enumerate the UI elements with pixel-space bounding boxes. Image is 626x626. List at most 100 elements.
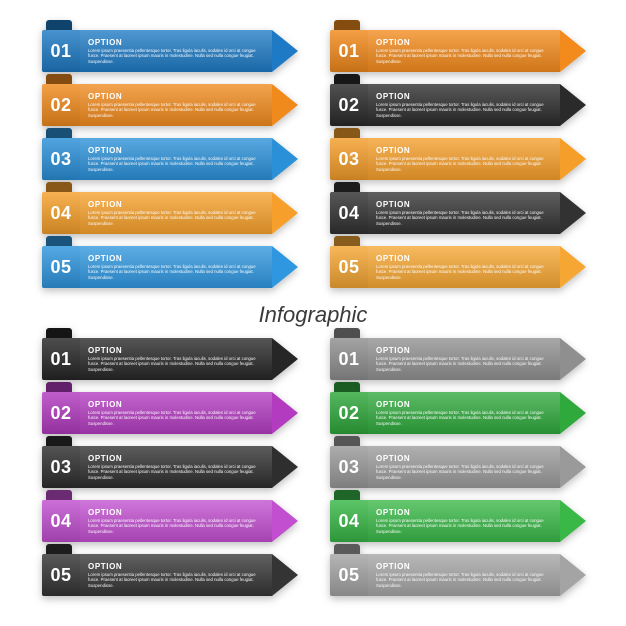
banner-tab [46,182,72,192]
option-banner: 05 OPTIONLorem ipsum praesentia pellentes… [330,246,590,288]
arrow-head-icon [560,84,586,126]
banner-strip: 03OPTIONLorem ipsum praesentia pellentes… [330,138,560,180]
banner-content: OPTIONLorem ipsum praesentia pellentesqu… [80,30,272,72]
option-description: Lorem ipsum praesentia pellentesque tort… [376,464,554,479]
banner-content: OPTIONLorem ipsum praesentia pellentesqu… [80,84,272,126]
option-banner: 02OPTIONLorem ipsum praesentia pellentes… [42,392,302,434]
option-title: OPTION [376,147,554,155]
center-title: Infographic [259,302,368,328]
option-number: 04 [42,192,80,234]
option-title: OPTION [376,39,554,47]
banner-content: OPTIONLorem ipsum praesentia pellentesqu… [80,392,272,434]
option-number: 02 [330,84,368,126]
banner-content: OPTIONLorem ipsum praesentia pellentesqu… [80,554,272,596]
banner-strip: 01OPTIONLorem ipsum praesentia pellentes… [330,338,560,380]
banner-tab [46,20,72,30]
option-description: Lorem ipsum praesentia pellentesque tort… [88,464,266,479]
arrow-head-icon [560,338,586,380]
banner-strip: 01OPTIONLorem ipsum praesentia pellentes… [330,30,560,72]
option-banner: 01 OPTIONLorem ipsum praesentia pellentes… [42,338,302,380]
option-banner: 04OPTIONLorem ipsum praesentia pellentes… [42,192,302,234]
option-banner: 04OPTIONLorem ipsum praesentia pellentes… [330,500,590,542]
banner-content: OPTIONLorem ipsum praesentia pellentesqu… [368,192,560,234]
option-number: 05 [330,246,368,288]
option-title: OPTION [88,455,266,463]
option-banner: 04OPTIONLorem ipsum praesentia pellentes… [42,500,302,542]
banner-strip: 05 OPTIONLorem ipsum praesentia pellentes… [330,246,560,288]
option-number: 02 [42,84,80,126]
option-banner: 05OPTIONLorem ipsum praesentia pellentes… [330,554,590,596]
arrow-head-icon [272,84,298,126]
option-title: OPTION [88,93,266,101]
option-description: Lorem ipsum praesentia pellentesque tort… [376,410,554,425]
banner-strip: 02OPTIONLorem ipsum praesentia pellentes… [42,84,272,126]
banner-content: OPTIONLorem ipsum praesentia pellentesqu… [80,500,272,542]
banner-tab [46,74,72,84]
banner-tab [334,544,360,554]
option-title: OPTION [376,563,554,571]
option-number: 04 [330,192,368,234]
banner-content: OPTIONLorem ipsum praesentia pellentesqu… [80,138,272,180]
banner-strip: 03OPTIONLorem ipsum praesentia pellentes… [42,138,272,180]
option-title: OPTION [376,201,554,209]
option-title: OPTION [88,401,266,409]
option-description: Lorem ipsum praesentia pellentesque tort… [376,210,554,225]
option-banner: 03OPTIONLorem ipsum praesentia pellentes… [330,446,590,488]
banner-content: OPTIONLorem ipsum praesentia pellentesqu… [368,84,560,126]
option-banner: 02OPTIONLorem ipsum praesentia pellentes… [42,84,302,126]
option-banner: 01OPTIONLorem ipsum praesentia pellentes… [42,30,302,72]
banner-tab [46,128,72,138]
banner-group-bottom-right: 01OPTIONLorem ipsum praesentia pellentes… [330,338,590,608]
banner-strip: 03 OPTIONLorem ipsum praesentia pellentes… [42,446,272,488]
option-number: 02 [330,392,368,434]
option-number: 03 [42,138,80,180]
option-number: 05 [42,554,80,596]
option-description: Lorem ipsum praesentia pellentesque tort… [376,264,554,279]
banner-tab [334,236,360,246]
banner-tab [46,328,72,338]
option-description: Lorem ipsum praesentia pellentesque tort… [88,410,266,425]
option-description: Lorem ipsum praesentia pellentesque tort… [88,518,266,533]
arrow-head-icon [560,446,586,488]
arrow-head-icon [272,246,298,288]
arrow-head-icon [272,392,298,434]
banner-tab [334,182,360,192]
option-title: OPTION [376,255,554,263]
banner-tab [334,20,360,30]
option-title: OPTION [376,455,554,463]
banner-strip: 04OPTIONLorem ipsum praesentia pellentes… [330,500,560,542]
banner-strip: 02OPTIONLorem ipsum praesentia pellentes… [42,392,272,434]
banner-tab [46,236,72,246]
option-banner: 03OPTIONLorem ipsum praesentia pellentes… [330,138,590,180]
arrow-head-icon [560,246,586,288]
arrow-head-icon [560,392,586,434]
arrow-head-icon [272,30,298,72]
option-banner: 03OPTIONLorem ipsum praesentia pellentes… [42,138,302,180]
option-banner: 02OPTIONLorem ipsum praesentia pellentes… [330,84,590,126]
option-description: Lorem ipsum praesentia pellentesque tort… [376,102,554,117]
option-number: 03 [42,446,80,488]
option-description: Lorem ipsum praesentia pellentesque tort… [376,572,554,587]
option-number: 01 [330,338,368,380]
option-title: OPTION [88,147,266,155]
option-banner: 01OPTIONLorem ipsum praesentia pellentes… [330,338,590,380]
option-number: 02 [42,392,80,434]
banner-content: OPTIONLorem ipsum praesentia pellentesqu… [80,246,272,288]
banner-tab [46,544,72,554]
option-title: OPTION [376,93,554,101]
banner-content: OPTIONLorem ipsum praesentia pellentesqu… [368,138,560,180]
banner-tab [334,128,360,138]
option-number: 03 [330,138,368,180]
banner-strip: 05OPTIONLorem ipsum praesentia pellentes… [42,246,272,288]
option-title: OPTION [88,255,266,263]
banner-group-top-left: 01OPTIONLorem ipsum praesentia pellentes… [42,30,302,300]
option-description: Lorem ipsum praesentia pellentesque tort… [88,264,266,279]
option-number: 01 [42,338,80,380]
arrow-head-icon [560,192,586,234]
option-description: Lorem ipsum praesentia pellentesque tort… [88,356,266,371]
option-banner: 01OPTIONLorem ipsum praesentia pellentes… [330,30,590,72]
option-title: OPTION [88,201,266,209]
option-title: OPTION [88,347,266,355]
banner-content: OPTIONLorem ipsum praesentia pellentesqu… [368,30,560,72]
banner-content: OPTIONLorem ipsum praesentia pellentesqu… [368,392,560,434]
